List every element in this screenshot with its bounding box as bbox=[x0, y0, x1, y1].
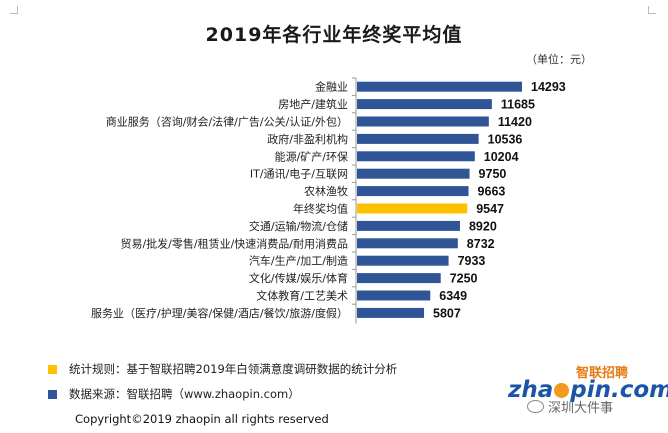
watermark-text: 深圳大件事 bbox=[548, 401, 614, 416]
value-label: 9547 bbox=[476, 202, 504, 216]
category-label: 金融业 bbox=[315, 80, 348, 94]
chart-title: 2019年各行业年终奖平均值 bbox=[205, 24, 463, 46]
corner-mark-right bbox=[648, 6, 656, 14]
value-label: 5807 bbox=[433, 306, 461, 320]
bar bbox=[357, 290, 431, 301]
bar bbox=[357, 186, 469, 197]
legend-text-source: 数据来源：智联招聘（www.zhaopin.com） bbox=[69, 387, 300, 401]
logo-wordmark: zha pin.com bbox=[508, 377, 668, 403]
category-label: 年终奖均值 bbox=[293, 202, 348, 216]
category-label: 文体教育/工艺美术 bbox=[256, 289, 348, 303]
bar bbox=[357, 81, 522, 92]
value-label: 10536 bbox=[488, 132, 523, 146]
category-label: 农林渔牧 bbox=[304, 184, 348, 198]
category-label: 汽车/生产/加工/制造 bbox=[249, 254, 348, 268]
value-label: 7933 bbox=[458, 254, 486, 268]
legend-swatch-blue bbox=[48, 390, 57, 399]
value-label: 7250 bbox=[450, 272, 478, 286]
value-label: 11685 bbox=[501, 98, 535, 112]
category-label: 政府/非盈利机构 bbox=[267, 132, 348, 146]
bar bbox=[357, 273, 441, 284]
bar bbox=[357, 238, 458, 249]
wechat-icon bbox=[527, 400, 544, 413]
logo-dot-icon bbox=[554, 383, 570, 398]
unit-label: （单位：元） bbox=[526, 53, 592, 66]
legend-item-rule: 统计规则：基于智联招聘2019年白领满意度调研数据的统计分析 bbox=[48, 361, 397, 377]
zhaopin-logo: 智联招聘 zha pin.com bbox=[500, 362, 668, 404]
value-label: 8920 bbox=[469, 219, 497, 233]
value-label: 10204 bbox=[484, 150, 519, 164]
bar bbox=[357, 255, 449, 266]
category-label: 商业服务（咨询/财会/法律/广告/公关/认证/外包） bbox=[106, 115, 348, 129]
value-label: 6349 bbox=[439, 289, 467, 303]
logo-subtitle: 智联招聘 bbox=[576, 366, 629, 381]
value-label: 14293 bbox=[531, 80, 566, 94]
category-label: IT/通讯/电子/互联网 bbox=[250, 168, 348, 181]
value-label: 8732 bbox=[467, 237, 495, 251]
value-label: 9663 bbox=[478, 185, 506, 199]
legend-item-source: 数据来源：智联招聘（www.zhaopin.com） bbox=[48, 386, 300, 402]
bar bbox=[357, 133, 479, 144]
wechat-watermark: 深圳大件事 bbox=[527, 397, 613, 416]
bar bbox=[357, 307, 425, 318]
corner-mark-left bbox=[10, 6, 18, 14]
bar bbox=[357, 203, 468, 214]
bar bbox=[357, 220, 460, 231]
category-label: 房地产/建筑业 bbox=[278, 97, 348, 111]
category-label: 能源/矿产/环保 bbox=[275, 149, 348, 163]
legend-swatch-yellow bbox=[48, 365, 57, 374]
value-label: 11420 bbox=[498, 115, 532, 129]
bar bbox=[357, 116, 489, 127]
bar bbox=[357, 168, 470, 179]
category-label: 服务业（医疗/护理/美容/保健/酒店/餐饮/旅游/度假） bbox=[91, 306, 348, 320]
category-label: 文化/传媒/娱乐/体育 bbox=[249, 271, 348, 285]
bar bbox=[357, 151, 475, 162]
value-label: 9750 bbox=[479, 167, 507, 181]
category-label: 贸易/批发/零售/租赁业/快速消费品/耐用消费品 bbox=[120, 236, 348, 250]
legend-text-rule: 统计规则：基于智联招聘2019年白领满意度调研数据的统计分析 bbox=[69, 362, 398, 376]
bar bbox=[357, 99, 492, 110]
category-label: 交通/运输/物流/仓储 bbox=[249, 219, 348, 233]
copyright-text: Copyright©2019 zhaopin all rights reserv… bbox=[75, 412, 329, 426]
